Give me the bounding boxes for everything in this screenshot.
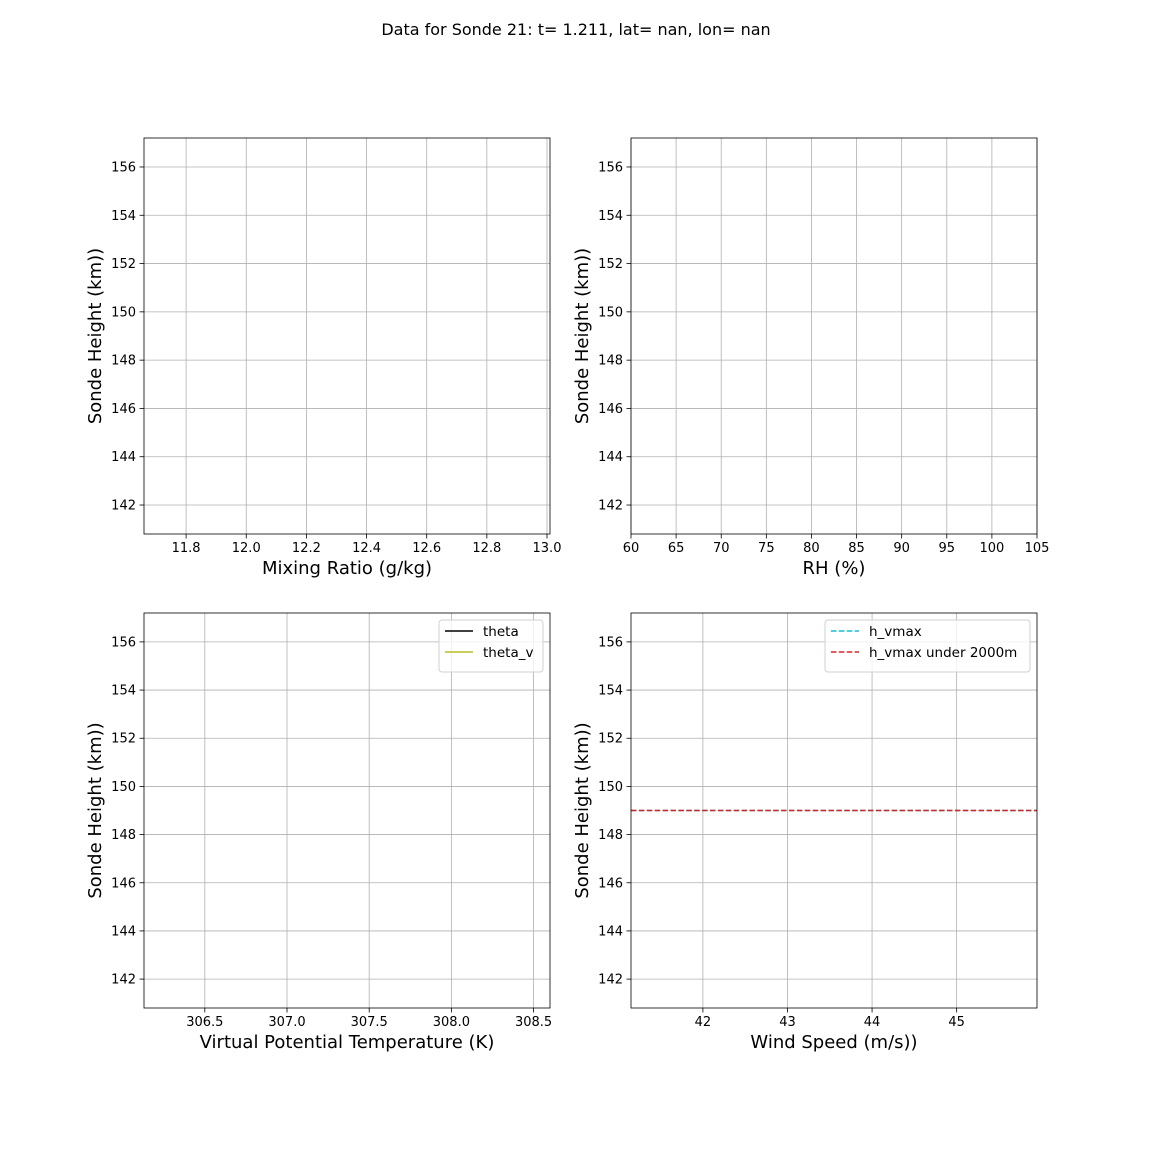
legend: theta theta_v xyxy=(438,619,544,673)
y-tick-label: 148 xyxy=(598,354,623,369)
y-tick-label: 146 xyxy=(111,876,136,891)
axes-frame xyxy=(143,612,551,1009)
x-tick-label: 105 xyxy=(1025,541,1050,556)
y-tick-label: 142 xyxy=(598,973,623,988)
legend-entry: theta xyxy=(483,624,519,640)
x-tick-label: 307.5 xyxy=(351,1015,388,1030)
y-tick-label: 144 xyxy=(111,450,136,465)
x-tick-label: 306.5 xyxy=(186,1015,223,1030)
y-axis-label: Sonde Height (km)) xyxy=(572,248,593,424)
y-tick-label: 156 xyxy=(111,160,136,175)
x-tick-label: 12.6 xyxy=(412,541,441,556)
x-tick-label: 75 xyxy=(758,541,775,556)
legend: h_vmax h_vmax under 2000m xyxy=(824,619,1031,673)
y-tick-label: 150 xyxy=(111,780,136,795)
y-tick-label: 144 xyxy=(598,924,623,939)
x-axis-label: Virtual Potential Temperature (K) xyxy=(200,1032,495,1053)
axes-frame xyxy=(143,137,551,535)
axes-frame xyxy=(630,137,1038,535)
y-tick-label: 154 xyxy=(598,684,623,699)
x-tick-label: 60 xyxy=(623,541,640,556)
y-tick-label: 154 xyxy=(598,209,623,224)
y-tick-label: 152 xyxy=(111,732,136,747)
y-tick-label: 152 xyxy=(598,732,623,747)
y-axis-label: Sonde Height (km)) xyxy=(85,722,106,898)
x-tick-label: 85 xyxy=(848,541,865,556)
y-tick-label: 150 xyxy=(598,780,623,795)
axes-frame xyxy=(630,612,1038,1009)
y-tick-label: 156 xyxy=(598,160,623,175)
x-tick-label: 43 xyxy=(779,1015,796,1030)
x-tick-label: 65 xyxy=(668,541,685,556)
figure-title: Data for Sonde 21: t= 1.211, lat= nan, l… xyxy=(381,20,771,39)
y-tick-label: 150 xyxy=(111,305,136,320)
panel-rh: 60 65 70 75 80 85 90 95 100 105 142 144 146 148 150 152… xyxy=(572,137,1050,579)
y-tick-label: 148 xyxy=(111,828,136,843)
x-tick-label: 13.0 xyxy=(533,541,562,556)
panel-wind-speed: 42 43 44 45 142 144 146 148 150 152 154 156 Wind Spe… xyxy=(572,612,1038,1053)
x-tick-label: 80 xyxy=(803,541,820,556)
y-tick-label: 156 xyxy=(111,635,136,650)
x-tick-label: 12.8 xyxy=(472,541,501,556)
x-tick-label: 90 xyxy=(893,541,910,556)
x-axis-label: Wind Speed (m/s)) xyxy=(750,1032,917,1053)
legend-box xyxy=(824,619,1031,673)
y-tick-label: 142 xyxy=(111,973,136,988)
panel-mixing-ratio: 11.8 12.0 12.2 12.4 12.6 12.8 13.0 142 144 146 148… xyxy=(85,137,562,579)
y-tick-label: 154 xyxy=(111,209,136,224)
y-axis-label: Sonde Height (km)) xyxy=(85,248,106,424)
x-tick-label: 307.0 xyxy=(268,1015,305,1030)
y-tick-label: 144 xyxy=(598,450,623,465)
y-tick-label: 148 xyxy=(598,828,623,843)
y-tick-label: 142 xyxy=(111,499,136,514)
x-tick-label: 12.0 xyxy=(232,541,261,556)
legend-entry: h_vmax xyxy=(869,624,922,640)
legend-entry: theta_v xyxy=(483,645,533,661)
y-tick-label: 148 xyxy=(111,354,136,369)
y-tick-label: 154 xyxy=(111,684,136,699)
x-tick-label: 70 xyxy=(713,541,730,556)
x-axis-label: Mixing Ratio (g/kg) xyxy=(262,558,432,579)
x-tick-label: 45 xyxy=(948,1015,965,1030)
y-tick-label: 150 xyxy=(598,305,623,320)
legend-entry: h_vmax under 2000m xyxy=(869,645,1017,661)
legend-box xyxy=(438,619,544,673)
y-tick-label: 142 xyxy=(598,499,623,514)
y-tick-label: 146 xyxy=(598,876,623,891)
y-tick-label: 152 xyxy=(598,257,623,272)
y-tick-label: 144 xyxy=(111,924,136,939)
x-tick-label: 12.4 xyxy=(352,541,381,556)
y-tick-label: 146 xyxy=(598,402,623,417)
x-tick-label: 11.8 xyxy=(172,541,201,556)
x-tick-label: 100 xyxy=(979,541,1004,556)
x-tick-label: 44 xyxy=(864,1015,881,1030)
x-axis-label: RH (%) xyxy=(803,558,866,579)
x-tick-label: 95 xyxy=(939,541,956,556)
x-tick-label: 308.0 xyxy=(433,1015,470,1030)
y-axis-label: Sonde Height (km)) xyxy=(572,722,593,898)
x-tick-label: 308.5 xyxy=(515,1015,552,1030)
y-tick-label: 156 xyxy=(598,635,623,650)
y-tick-label: 146 xyxy=(111,402,136,417)
panel-potential-temperature: 306.5 307.0 307.5 308.0 308.5 142 144 146 148 150… xyxy=(85,612,552,1053)
y-tick-label: 152 xyxy=(111,257,136,272)
x-tick-label: 42 xyxy=(695,1015,712,1030)
x-tick-label: 12.2 xyxy=(292,541,321,556)
